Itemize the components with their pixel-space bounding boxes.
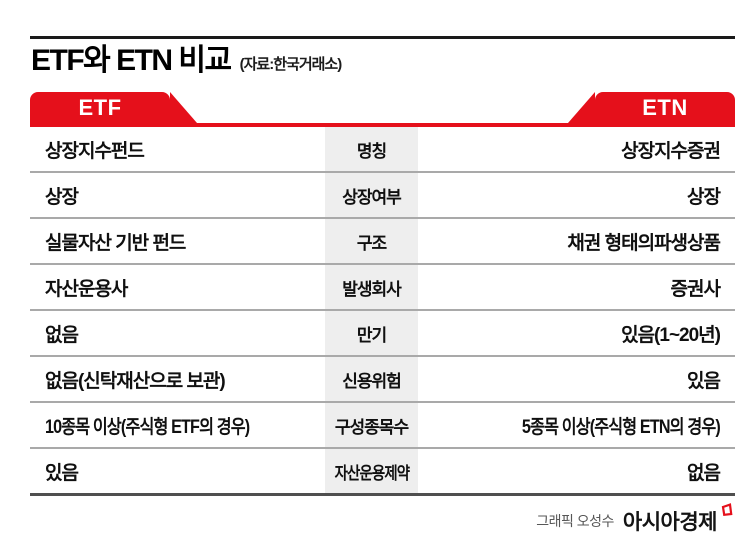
title-row: ETF와 ETN 비교 (자료:한국거래소) [31,44,735,77]
publisher-logo-mark-icon [721,503,733,517]
etf-value: 있음 [45,462,79,484]
publisher-logo: 아시아경제 [622,511,718,534]
row-label: 구성종목수 [325,403,418,447]
etn-banner: ETN [568,92,735,123]
row-label: 신용위험 [325,357,418,401]
banner-underline [30,123,735,127]
etn-value: 상장지수증권 [621,140,721,162]
etf-value: 상장지수펀드 [45,140,145,162]
row-label: 만기 [325,311,418,355]
row-label: 자산운용제약 [325,449,418,493]
table-row: 실물자산 기반 펀드 구조 채권 형태의파생상품 [30,219,735,265]
row-label: 발생회사 [325,265,418,309]
footer: 그래픽 오성수 아시아경제 [536,503,733,536]
etn-value: 5종목 이상(주식형 ETN의 경우) [522,416,721,438]
etn-value: 상장 [687,186,721,208]
etf-value: 10종목 이상(주식형 ETF의 경우) [45,416,250,438]
row-label: 구조 [325,219,418,263]
etn-value: 증권사 [670,278,721,300]
etf-value: 없음 [45,324,79,346]
graphic-credit: 그래픽 오성수 [536,513,614,529]
table-row: 자산운용사 발생회사 증권사 [30,265,735,311]
etf-value: 자산운용사 [45,278,128,300]
banner-row: ETF ETN [30,92,735,127]
etn-banner-label: ETN [642,94,688,120]
row-label: 명칭 [325,127,418,171]
etn-value: 있음 [687,370,721,392]
table-row: 상장 상장여부 상장 [30,173,735,219]
table-row: 10종목 이상(주식형 ETF의 경우) 구성종목수 5종목 이상(주식형 ETN의… [30,403,735,449]
etn-value: 없음 [687,462,721,484]
etn-value: 있음(1~20년) [621,324,721,346]
etf-banner: ETF [30,92,197,123]
table-row: 없음(신탁재산으로 보관) 신용위험 있음 [30,357,735,403]
table-row: 상장지수펀드 명칭 상장지수증권 [30,127,735,173]
row-label: 상장여부 [325,173,418,217]
page-title: ETF와 ETN 비교 [31,44,232,77]
etf-banner-label: ETF [78,94,122,120]
etn-value: 채권 형태의파생상품 [567,232,721,254]
top-divider [30,36,735,39]
source-note: (자료:한국거래소) [239,56,343,73]
etf-value: 실물자산 기반 펀드 [45,232,186,254]
table-row: 없음 만기 있음(1~20년) [30,311,735,357]
table-row: 있음 자산운용제약 없음 [30,449,735,493]
etf-value: 상장 [45,186,79,208]
etf-value: 없음(신탁재산으로 보관) [45,370,226,392]
